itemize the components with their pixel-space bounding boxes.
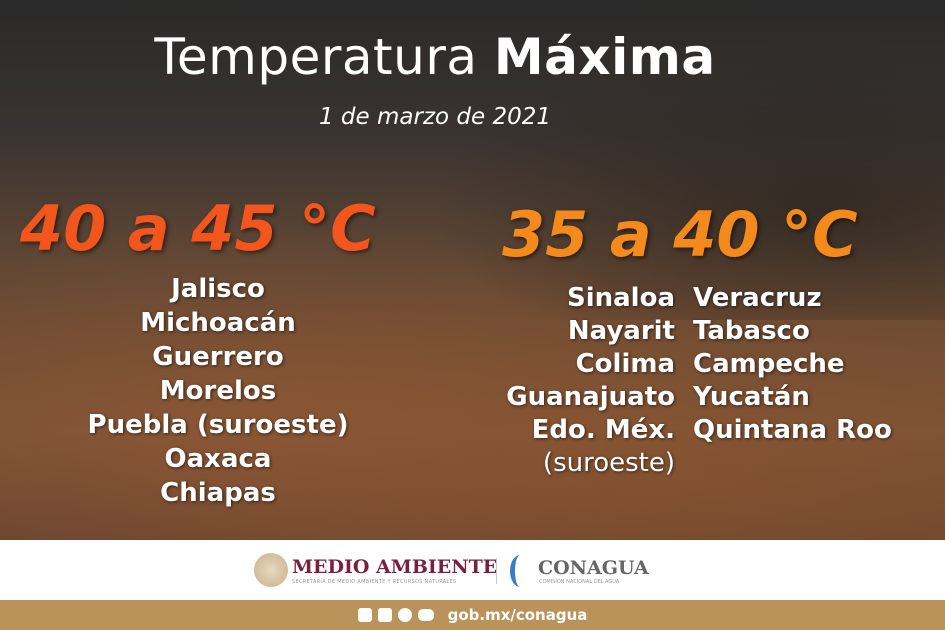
footer-logos [0, 540, 945, 600]
title-bold: Máxima [493, 28, 716, 86]
state-item: Jalisco [171, 274, 265, 304]
background-hill [430, 40, 945, 320]
state-item: Guerrero [152, 342, 284, 372]
range-mid-heading: 35 a 40 °C [502, 198, 858, 271]
state-item: Quintana Roo [693, 415, 892, 445]
social-bar: gob.mx/conagua [0, 600, 945, 630]
range-mid-list-col2: Veracruz Tabasco Campeche Yucatán Quinta… [693, 282, 892, 447]
mexico-seal-icon [254, 553, 288, 587]
conagua-icon [510, 555, 530, 587]
website-link[interactable]: gob.mx/conagua [447, 606, 588, 624]
state-item: Guanajuato [506, 382, 675, 412]
date: 1 de marzo de 2021 [318, 104, 551, 130]
conagua-subtitle: COMISIÓN NACIONAL DEL AGUA [539, 579, 620, 585]
state-item: Morelos [159, 376, 277, 406]
facebook-icon[interactable] [357, 608, 372, 622]
page-title: Temperatura Máxima [0, 28, 870, 86]
state-item: Colima [575, 349, 675, 379]
state-item: Puebla (suroeste) [87, 410, 349, 440]
medio-ambiente-logo: MEDIO AMBIENTE [292, 556, 498, 578]
state-item: Chiapas [160, 478, 276, 508]
range-mid-list-col1: Sinaloa Nayarit Colima Guanajuato Edo. M… [506, 282, 675, 480]
state-item: Campeche [693, 349, 845, 379]
logo-divider [496, 558, 497, 584]
state-item: Veracruz [693, 283, 822, 313]
state-item: Oaxaca [164, 444, 272, 474]
twitter-icon[interactable] [377, 608, 392, 622]
medio-ambiente-subtitle: SECRETARÍA DE MEDIO AMBIENTE Y RECURSOS … [292, 579, 457, 585]
state-item: Tabasco [693, 316, 810, 346]
youtube-icon[interactable] [417, 609, 434, 621]
state-item: Sinaloa [566, 283, 675, 313]
state-item: Edo. Méx. [531, 415, 675, 445]
title-regular: Temperatura [154, 28, 494, 86]
state-note: (suroeste) [542, 448, 675, 478]
state-item: Michoacán [140, 308, 296, 338]
state-item: Yucatán [693, 382, 810, 412]
range-high-heading: 40 a 45 °C [20, 192, 376, 265]
range-high-list: Jalisco Michoacán Guerrero Morelos Puebl… [18, 272, 418, 510]
conagua-logo: CONAGUA [538, 557, 649, 579]
instagram-icon[interactable] [397, 608, 412, 622]
state-item: Nayarit [567, 316, 675, 346]
